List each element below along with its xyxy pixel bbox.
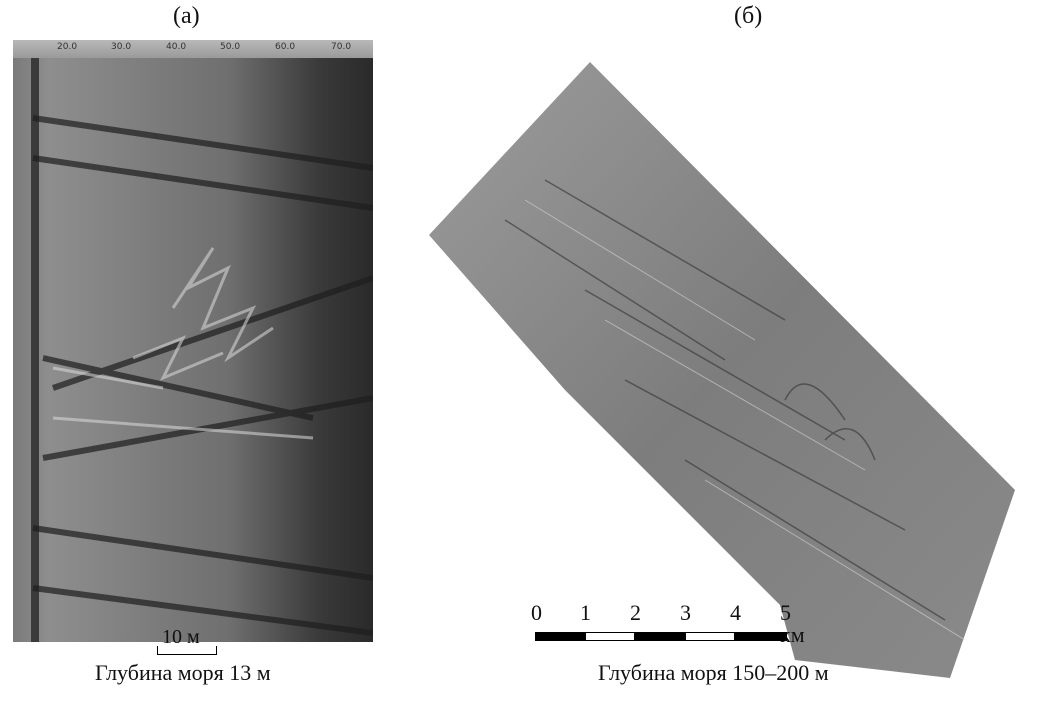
scale-tick: 2 xyxy=(630,600,641,625)
ridge-line xyxy=(504,219,726,361)
panel-b-caption: Глубина моря 150–200 м xyxy=(598,660,829,685)
range-axis: 20.0 30.0 40.0 50.0 60.0 70.0 xyxy=(13,40,373,58)
gouge-track xyxy=(32,585,373,636)
gouge-berm xyxy=(52,416,314,440)
ridge-line xyxy=(624,379,906,531)
ridge-line xyxy=(824,428,876,461)
nadir-track xyxy=(31,58,39,642)
scale-segment xyxy=(535,632,585,641)
survey-area xyxy=(429,62,1015,678)
panel-a-label: (а) xyxy=(173,3,200,29)
gouge-berm xyxy=(52,366,164,390)
scale-segment xyxy=(635,632,685,641)
scale-tick: 1 xyxy=(580,600,591,625)
scale-tick: 3 xyxy=(680,600,691,625)
zigzag-scour xyxy=(171,247,274,363)
range-tick: 70.0 xyxy=(331,42,352,52)
ridge-line xyxy=(684,459,946,621)
gouge-track xyxy=(42,355,314,421)
scale-tick: 4 xyxy=(730,600,741,625)
ridge-highlight xyxy=(604,319,866,471)
gouge-track xyxy=(32,155,373,211)
range-tick: 50.0 xyxy=(220,42,241,52)
ridge-line xyxy=(784,383,846,421)
scale-segment xyxy=(735,632,787,641)
gouge-track xyxy=(32,525,373,581)
scale-bar-10m xyxy=(157,646,217,655)
zigzag-scour xyxy=(132,335,224,381)
scale-segment xyxy=(685,632,735,641)
range-tick: 20.0 xyxy=(57,42,78,52)
gouge-track xyxy=(42,395,373,461)
ridge-highlight xyxy=(524,199,756,341)
range-tick: 60.0 xyxy=(275,42,296,52)
ridge-line xyxy=(544,179,786,321)
scale-bar-km: 0 1 2 3 4 5 км xyxy=(530,600,805,646)
scale-segment xyxy=(585,632,635,641)
ice-gouge-scours xyxy=(32,115,373,636)
gouge-track xyxy=(32,115,373,171)
ridge-line xyxy=(584,289,846,441)
scale-tick: 0 xyxy=(531,600,542,625)
panel-b-label: (б) xyxy=(734,3,763,29)
panel-a-caption: Глубина моря 13 м xyxy=(95,660,271,685)
range-tick: 30.0 xyxy=(111,42,132,52)
multibeam-mosaic xyxy=(429,62,1015,678)
sidescan-sonar-image: 20.0 30.0 40.0 50.0 60.0 70.0 xyxy=(13,40,373,642)
scale-label-a: 10 м xyxy=(162,626,200,648)
range-tick: 40.0 xyxy=(166,42,187,52)
ridge-highlight xyxy=(704,479,966,641)
